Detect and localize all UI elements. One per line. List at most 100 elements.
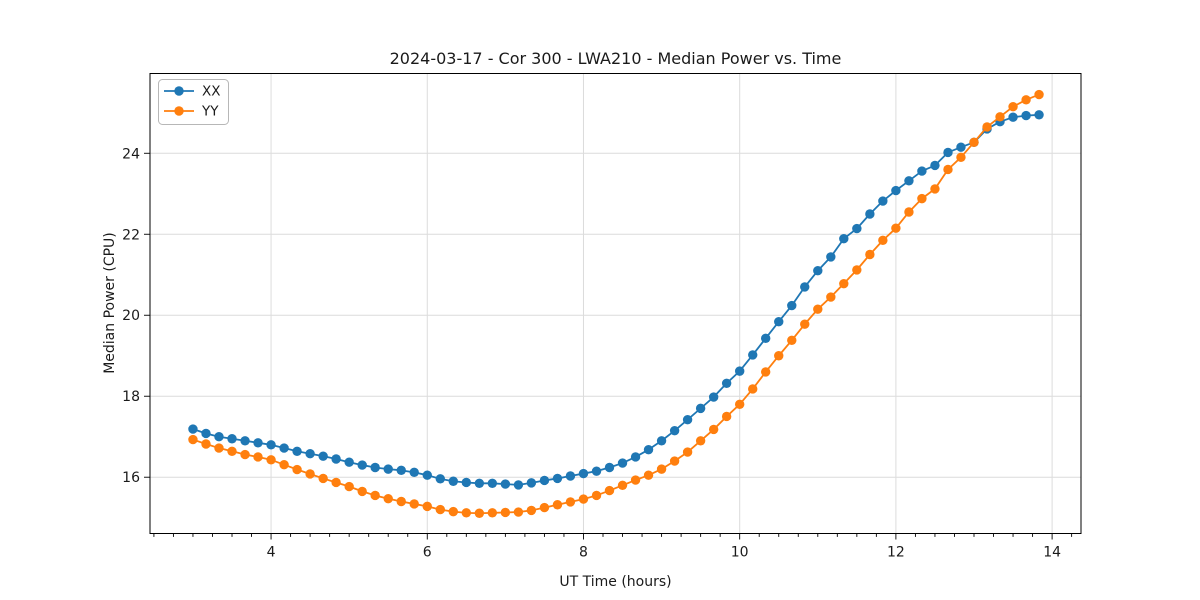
data-point-xx <box>891 185 901 196</box>
data-point-xx <box>1008 112 1018 122</box>
legend: XX YY <box>158 79 229 125</box>
data-point-xx <box>656 436 667 446</box>
data-point-yy <box>1021 95 1031 105</box>
data-point-yy <box>891 223 901 233</box>
y-tick-label: 24 <box>122 146 140 162</box>
data-point-xx <box>748 350 758 360</box>
data-point-xx <box>188 424 198 434</box>
data-point-xx <box>474 478 485 488</box>
data-point-yy <box>305 469 315 479</box>
x-tick-label: 12 <box>887 545 905 561</box>
data-point-xx <box>669 425 680 436</box>
data-point-yy <box>930 184 940 194</box>
data-point-yy <box>630 475 641 485</box>
data-point-yy <box>279 459 289 470</box>
data-point-yy <box>357 486 367 497</box>
data-point-xx <box>279 443 289 453</box>
series-yy <box>188 89 1044 518</box>
data-point-xx <box>617 458 628 468</box>
data-point-yy <box>201 439 211 449</box>
data-point-xx <box>552 473 563 484</box>
y-axis-label: Median Power (CPU) <box>102 232 118 374</box>
data-point-xx <box>292 446 302 456</box>
data-point-xx <box>266 440 276 450</box>
data-point-yy <box>617 480 628 491</box>
data-point-xx <box>461 477 472 488</box>
data-point-xx <box>930 160 940 171</box>
data-point-xx <box>435 474 446 484</box>
data-point-xx <box>396 465 406 476</box>
data-point-yy <box>748 384 758 394</box>
data-point-xx <box>513 480 524 490</box>
data-point-yy <box>839 278 849 289</box>
data-point-xx <box>865 209 875 219</box>
data-point-xx <box>318 451 328 461</box>
data-point-xx <box>852 223 862 234</box>
data-point-xx <box>826 252 836 262</box>
data-point-xx <box>956 142 966 152</box>
data-point-yy <box>865 249 875 260</box>
data-point-xx <box>734 366 745 376</box>
legend-label-xx: XX <box>202 84 221 100</box>
data-point-xx <box>422 470 432 480</box>
data-point-yy <box>826 292 836 302</box>
data-point-xx <box>878 196 888 206</box>
data-point-xx <box>227 434 237 444</box>
data-point-yy <box>448 506 458 517</box>
x-tick-label: 10 <box>731 545 749 561</box>
data-point-yy <box>591 490 602 501</box>
data-point-yy <box>422 501 432 512</box>
data-point-yy <box>917 193 927 204</box>
data-point-yy <box>878 235 888 246</box>
data-point-yy <box>266 455 276 465</box>
data-point-xx <box>383 464 393 474</box>
data-point-xx <box>839 234 849 244</box>
data-point-xx <box>370 462 380 473</box>
data-point-yy <box>487 508 498 518</box>
data-point-yy <box>461 508 472 518</box>
data-point-yy <box>409 499 419 509</box>
data-point-xx <box>813 266 823 276</box>
data-point-yy <box>695 436 706 446</box>
x-tick-label: 14 <box>1043 545 1061 561</box>
data-point-yy <box>318 473 328 484</box>
data-point-xx <box>344 457 354 467</box>
data-point-yy <box>734 399 745 410</box>
data-point-yy <box>643 470 654 480</box>
x-tick-label: 6 <box>423 545 432 561</box>
data-point-yy <box>383 493 393 504</box>
y-axis: 16 18 20 22 24 <box>122 146 150 486</box>
data-point-yy <box>435 504 446 515</box>
data-point-yy <box>539 502 550 513</box>
x-axis-label: UT Time (hours) <box>559 574 671 590</box>
data-point-yy <box>721 411 732 422</box>
grid-lines <box>150 73 1081 534</box>
y-tick-label: 18 <box>122 389 140 405</box>
data-point-yy <box>760 367 771 377</box>
data-point-yy <box>292 464 302 475</box>
data-point-xx <box>526 478 537 488</box>
data-point-xx <box>774 317 784 327</box>
data-point-xx <box>565 471 576 481</box>
data-point-yy <box>214 443 224 453</box>
data-point-xx <box>539 475 550 486</box>
data-point-xx <box>708 392 719 402</box>
data-point-yy <box>188 434 198 445</box>
y-tick-label: 20 <box>122 308 140 324</box>
data-point-xx <box>240 436 250 446</box>
data-point-yy <box>370 490 380 501</box>
data-point-xx <box>357 460 367 470</box>
data-point-xx <box>253 438 263 448</box>
data-point-xx <box>695 403 706 414</box>
data-point-yy <box>943 164 953 175</box>
data-point-xx <box>904 176 914 186</box>
data-point-xx <box>409 467 419 478</box>
series-line-xx <box>192 113 1040 486</box>
data-point-yy <box>787 335 797 346</box>
data-point-yy <box>253 452 263 462</box>
series-line-yy <box>192 93 1040 515</box>
data-point-yy <box>682 447 693 457</box>
legend-item-xx: XX <box>164 84 221 100</box>
data-point-xx <box>214 432 224 442</box>
